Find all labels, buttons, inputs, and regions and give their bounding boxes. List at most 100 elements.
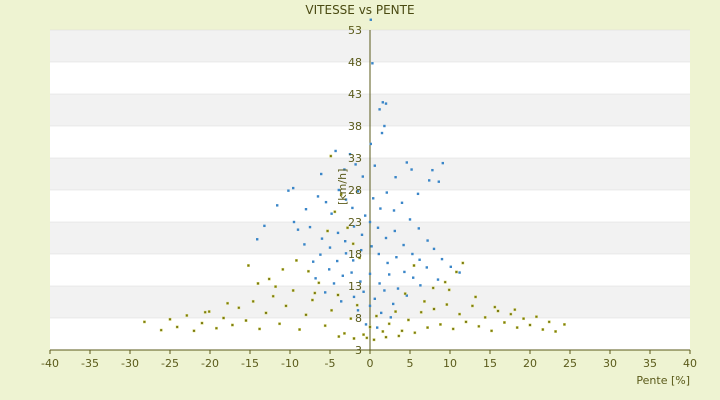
data-point (330, 212, 333, 215)
data-point (292, 186, 295, 190)
data-point (330, 308, 333, 312)
data-point (381, 101, 384, 104)
x-tick-label: 10 (443, 357, 457, 370)
data-point (400, 329, 404, 333)
y-tick-label: 43 (348, 88, 362, 101)
data-point (316, 195, 320, 198)
data-point (214, 326, 218, 330)
data-point (437, 180, 440, 183)
data-point (346, 226, 349, 230)
data-point (408, 218, 412, 221)
data-point (368, 304, 372, 308)
data-point (358, 256, 361, 260)
data-point (432, 247, 436, 251)
data-point (267, 277, 271, 281)
data-point (387, 322, 391, 326)
data-point (376, 326, 379, 329)
data-point (379, 207, 382, 210)
y-tick-label: 13 (348, 280, 362, 293)
data-point (410, 168, 413, 171)
data-point (396, 287, 400, 290)
data-point (246, 264, 250, 267)
data-point (364, 214, 367, 217)
x-axis-label: Pente [%] (636, 374, 690, 387)
data-point (371, 62, 374, 65)
data-point (344, 240, 347, 243)
data-point (428, 179, 431, 182)
data-point (352, 337, 356, 340)
data-point (419, 310, 423, 314)
x-tick-label: -25 (161, 357, 179, 370)
data-point (503, 321, 506, 324)
data-point (394, 310, 397, 313)
data-point (312, 260, 315, 263)
data-point (350, 271, 353, 274)
data-point (361, 175, 364, 178)
data-point (425, 266, 428, 269)
x-tick-labels: -40 -35 -30 -25 -20 -15 -10 -5 0 5 10 15 20 25 30 35 40 (41, 357, 697, 370)
data-point (455, 270, 458, 274)
data-point (332, 282, 336, 285)
data-point (440, 257, 444, 261)
x-tick-label: -15 (241, 357, 259, 370)
data-point (334, 149, 337, 153)
data-point (370, 245, 373, 248)
data-point (405, 294, 408, 297)
data-point (436, 278, 440, 281)
chart-title: VITESSE vs PENTE (305, 3, 414, 17)
data-point (380, 131, 384, 135)
data-point (403, 292, 407, 296)
data-point (230, 323, 234, 327)
data-point (407, 318, 410, 322)
data-point (200, 321, 204, 325)
data-point (336, 259, 339, 263)
data-point (447, 288, 451, 292)
data-point (343, 168, 346, 171)
data-point (458, 312, 461, 316)
data-point (317, 281, 321, 285)
data-point (237, 306, 241, 310)
x-tick-label: -20 (201, 357, 219, 370)
data-point (354, 163, 357, 166)
data-point (292, 220, 296, 224)
data-point (311, 298, 314, 302)
data-point (443, 280, 447, 284)
data-point (522, 317, 526, 321)
data-point (405, 161, 408, 164)
data-point (394, 176, 397, 179)
data-point (364, 323, 368, 326)
data-point (368, 220, 372, 224)
data-point (362, 290, 365, 293)
data-point (515, 326, 519, 329)
data-point (304, 208, 308, 211)
data-point (258, 327, 261, 331)
data-point (351, 206, 354, 210)
data-point (185, 314, 189, 317)
data-point (384, 102, 388, 105)
data-point (222, 316, 225, 320)
data-point (295, 259, 298, 262)
data-point (423, 299, 426, 303)
data-point (413, 331, 417, 335)
data-point (369, 142, 372, 146)
y-tick-label: 48 (348, 56, 362, 69)
x-tick-label: 20 (523, 357, 537, 370)
data-point (360, 233, 364, 236)
data-point (281, 267, 285, 271)
x-tick-label: 30 (603, 357, 617, 370)
data-point (307, 269, 310, 273)
data-point (356, 309, 360, 312)
data-point (378, 108, 381, 111)
data-point (397, 334, 401, 338)
data-point (375, 314, 378, 318)
data-point (343, 331, 346, 335)
data-point (380, 311, 383, 315)
data-point (276, 204, 279, 207)
data-point (328, 268, 331, 271)
data-point (381, 330, 385, 333)
data-point (142, 320, 146, 324)
data-point (344, 252, 348, 255)
data-point (368, 272, 372, 276)
data-point (336, 293, 340, 297)
